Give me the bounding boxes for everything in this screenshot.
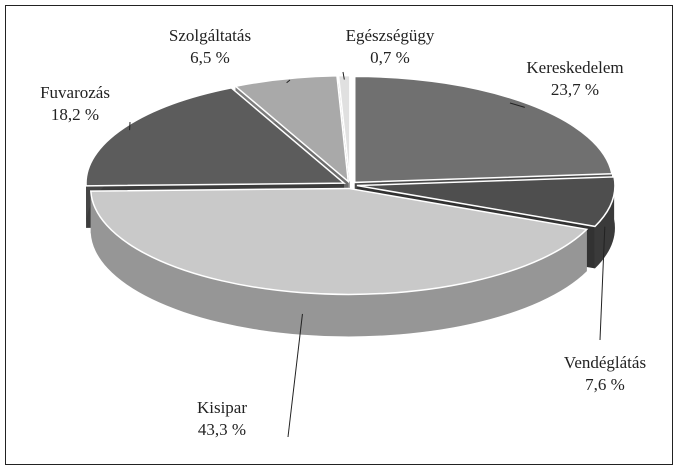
slice — [337, 74, 351, 182]
leader-line — [287, 313, 303, 438]
value-label: 7,6 % — [585, 375, 625, 394]
category-label: Kisipar — [197, 398, 247, 417]
slice — [233, 74, 350, 184]
value-label: 0,7 % — [370, 48, 410, 67]
slice-shade — [594, 176, 615, 269]
leader-line — [509, 102, 525, 108]
category-label: Egészségügy — [346, 26, 435, 45]
pie-top — [85, 74, 616, 296]
value-label: 18,2 % — [51, 105, 99, 124]
category-label: Vendéglátás — [564, 353, 646, 372]
slice — [89, 187, 589, 296]
value-label: 6,5 % — [190, 48, 230, 67]
value-label: 43,3 % — [198, 420, 246, 439]
slice — [85, 87, 347, 187]
category-label: Kereskedelem — [526, 58, 623, 77]
slice — [356, 176, 616, 228]
slice-side — [594, 176, 615, 269]
category-label: Szolgáltatás — [169, 26, 251, 45]
labels: Kereskedelem 23,7 % Vendéglátás 7,6 % Kisipa… — [40, 26, 646, 439]
leader-line — [599, 226, 606, 341]
slice — [353, 75, 613, 184]
leader-line — [342, 71, 345, 80]
slice-side — [90, 191, 587, 337]
leader-line — [286, 79, 291, 84]
category-label: Fuvarozás — [40, 83, 110, 102]
slice-shade — [90, 191, 587, 337]
value-label: 23,7 % — [551, 80, 599, 99]
